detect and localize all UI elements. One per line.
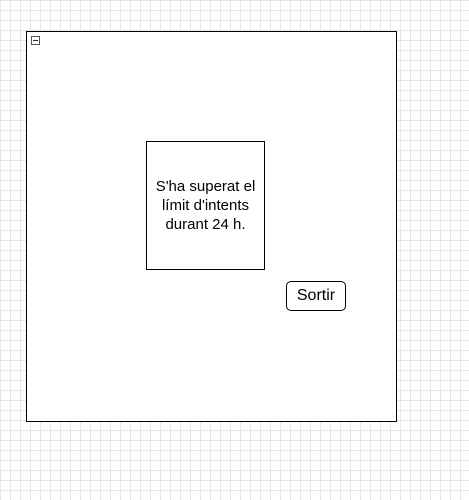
exit-button[interactable]: Sortir [286, 281, 346, 311]
message-box: S'ha superat el límit d'intents durant 2… [146, 141, 265, 270]
message-text: S'ha superat el límit d'intents durant 2… [155, 178, 256, 233]
outer-container: S'ha superat el límit d'intents durant 2… [26, 31, 397, 422]
collapse-minus-icon[interactable] [31, 36, 40, 45]
